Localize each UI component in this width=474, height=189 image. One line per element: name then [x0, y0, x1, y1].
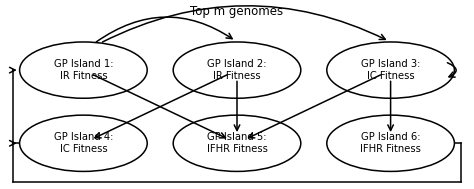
Text: GP Island 3:
IC Fitness: GP Island 3: IC Fitness	[361, 59, 420, 81]
Text: GP Island 6:
IFHR Fitness: GP Island 6: IFHR Fitness	[360, 132, 421, 154]
Ellipse shape	[173, 115, 301, 171]
Text: GP Island 5:
IFHR Fitness: GP Island 5: IFHR Fitness	[207, 132, 267, 154]
Ellipse shape	[19, 42, 147, 98]
Ellipse shape	[327, 115, 455, 171]
Text: GP Island 4:
IC Fitness: GP Island 4: IC Fitness	[54, 132, 113, 154]
Ellipse shape	[173, 42, 301, 98]
Text: Top m genomes: Top m genomes	[191, 5, 283, 18]
Text: GP Island 1:
IR Fitness: GP Island 1: IR Fitness	[54, 59, 113, 81]
Ellipse shape	[327, 42, 455, 98]
Text: GP Island 2:
IR Fitness: GP Island 2: IR Fitness	[207, 59, 267, 81]
Ellipse shape	[19, 115, 147, 171]
